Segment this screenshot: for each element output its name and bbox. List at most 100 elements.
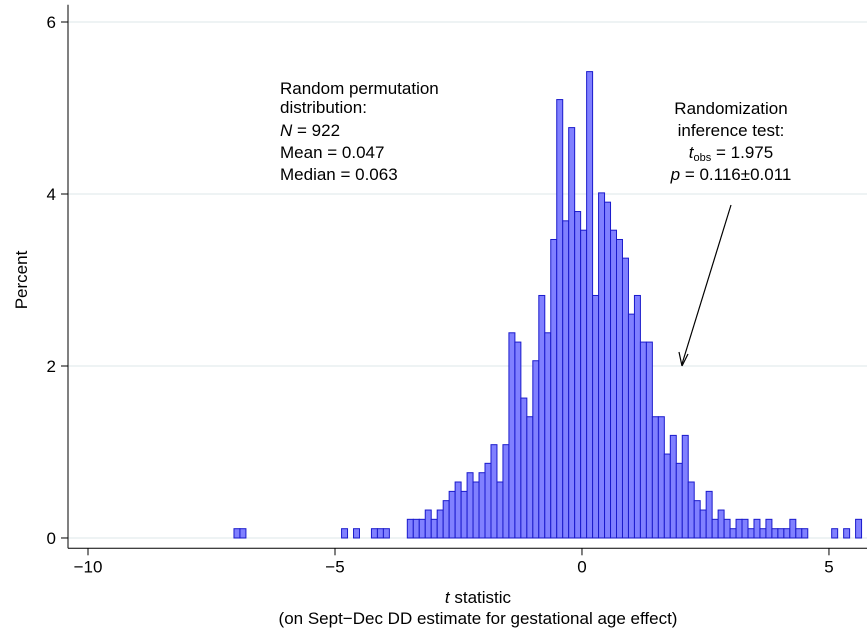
t-subscript: obs	[694, 152, 712, 164]
bar	[490, 444, 498, 539]
bar	[376, 528, 384, 539]
bar	[693, 500, 701, 539]
bar	[544, 332, 552, 539]
x-axis-label-italic: t	[445, 588, 451, 607]
p-symbol: p	[670, 165, 680, 184]
bar	[370, 528, 378, 539]
bar	[627, 313, 635, 539]
x-tick-label: 0	[577, 557, 586, 576]
bar	[412, 518, 420, 539]
bar	[610, 229, 618, 539]
bar	[717, 509, 725, 539]
x-axis-label-text: statistic	[450, 588, 512, 607]
bar	[771, 528, 779, 539]
y-tick-label: 0	[47, 529, 56, 548]
bar	[496, 481, 504, 539]
bar	[418, 518, 426, 539]
bar	[705, 490, 713, 539]
bar	[239, 528, 247, 539]
arrow-head	[678, 351, 689, 367]
annotation-line: N = 922	[280, 121, 340, 140]
bar	[460, 490, 468, 539]
bar	[233, 528, 241, 539]
y-axis-label: Percent	[12, 250, 31, 309]
annotation-line: Median = 0.063	[280, 165, 398, 184]
bar	[448, 490, 456, 539]
bar	[639, 341, 647, 539]
bar	[604, 201, 612, 539]
annotation-line: Randomization	[674, 99, 787, 118]
annotation-line: tobs = 1.975	[689, 143, 773, 164]
bar	[478, 472, 486, 539]
bar	[723, 518, 731, 539]
annotation-line: p = 0.116±0.011	[670, 165, 792, 184]
bar	[550, 238, 558, 539]
bar	[514, 341, 522, 539]
axes: 0 2 4 6 −10 −5 0 5	[47, 4, 867, 576]
bar	[729, 528, 737, 539]
bar	[783, 528, 791, 539]
bar	[520, 397, 528, 539]
bar	[831, 528, 839, 539]
n-symbol: N	[280, 121, 293, 140]
annotation-left: Random permutation distribution: N = 922…	[280, 79, 439, 184]
bar	[699, 509, 707, 539]
annotation-right: Randomization inference test: tobs = 1.9…	[670, 99, 792, 367]
bar	[532, 360, 540, 539]
bar	[795, 528, 803, 539]
bar	[621, 257, 629, 539]
bar	[801, 528, 809, 539]
x-tick-label: −5	[325, 557, 344, 576]
bar	[687, 481, 695, 539]
bar	[759, 528, 767, 539]
bar	[562, 220, 570, 539]
bar	[789, 518, 797, 539]
bar	[592, 294, 600, 539]
bar	[382, 528, 390, 539]
bar	[430, 518, 438, 539]
annotation-line: Mean = 0.047	[280, 143, 384, 162]
y-tick-label: 4	[47, 185, 56, 204]
bars	[233, 71, 863, 539]
arrow-shaft	[681, 204, 732, 365]
t-text: = 1.975	[711, 143, 773, 162]
bar	[502, 444, 510, 539]
bar	[855, 518, 863, 539]
bar	[747, 528, 755, 539]
bar	[663, 453, 671, 539]
x-tick-label: −10	[74, 557, 103, 576]
bar	[765, 518, 773, 539]
bar	[466, 472, 474, 539]
bar	[424, 509, 432, 539]
t-symbol: t	[689, 143, 695, 162]
bar	[406, 518, 414, 539]
bar	[353, 528, 360, 539]
n-text: = 922	[292, 121, 340, 140]
bar	[777, 528, 785, 539]
bar	[442, 500, 450, 539]
y-tick-label: 6	[47, 13, 56, 32]
bar	[508, 332, 516, 539]
annotation-line: inference test:	[678, 121, 785, 140]
x-tick-label: 5	[824, 557, 833, 576]
bar	[556, 99, 564, 539]
bar	[843, 528, 851, 539]
annotation-line: distribution:	[280, 98, 367, 117]
bar	[454, 481, 462, 539]
annotation-line: Random permutation	[280, 79, 439, 98]
bar	[651, 416, 659, 539]
bar	[669, 434, 677, 539]
bar	[645, 341, 653, 539]
bar	[741, 518, 749, 539]
bar	[598, 192, 606, 539]
bar	[436, 509, 444, 539]
bar	[574, 211, 582, 539]
bar	[633, 294, 641, 539]
bar	[341, 528, 349, 539]
bar	[681, 434, 689, 539]
p-text: = 0.116±0.011	[680, 165, 791, 184]
bar	[526, 416, 534, 539]
bar	[472, 481, 480, 539]
bar	[675, 462, 683, 539]
